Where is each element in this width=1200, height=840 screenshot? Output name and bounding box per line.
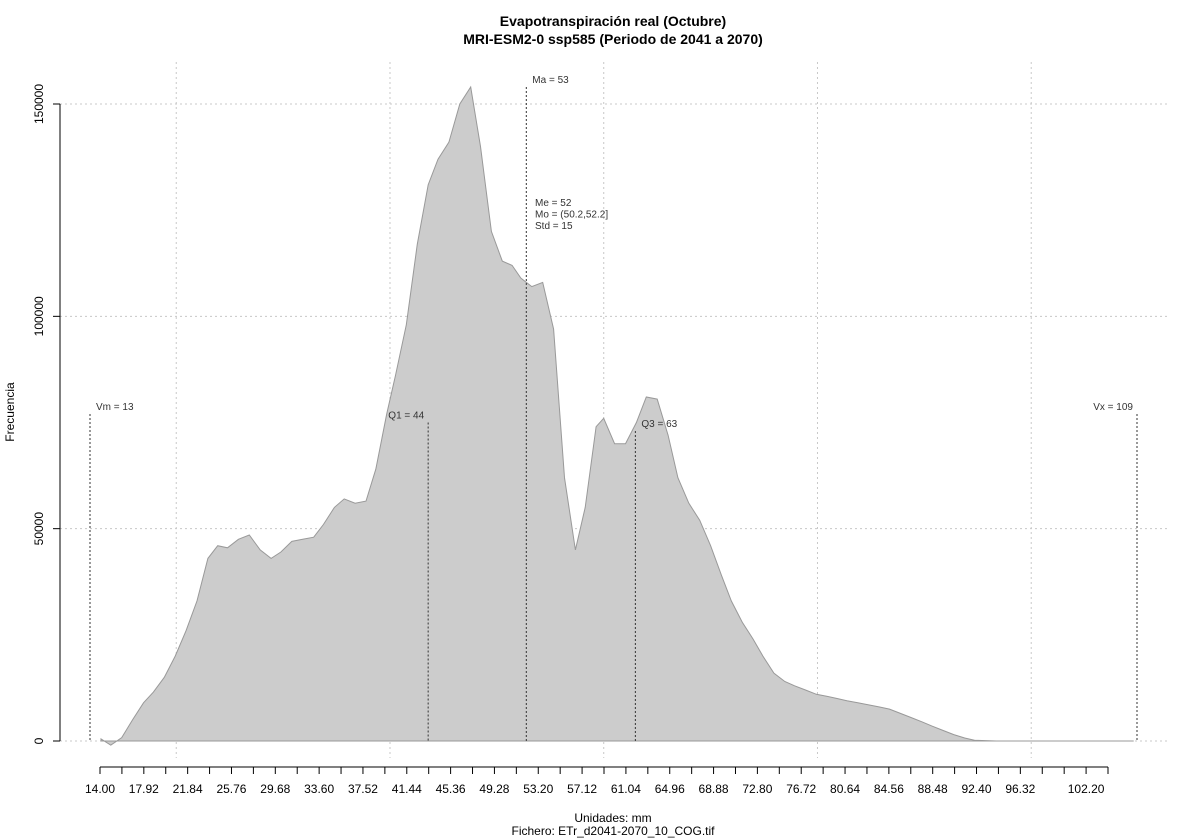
frequency-area bbox=[100, 85, 1134, 746]
statistic-markers: Vm = 13 Q1 = 44 Ma = 53 Q3 = 63 Vx = 109 bbox=[89, 75, 1138, 741]
marker-label-3: Q3 = 63 bbox=[641, 419, 677, 430]
stat-line-2: Std = 15 bbox=[535, 221, 573, 232]
x-axis: 14.00 17.92 21.84 25.76 29.68 33.60 37.52 41.44… bbox=[85, 766, 1109, 796]
x-tick-label-22: 102.20 bbox=[1068, 782, 1105, 796]
x-tick-label-1: 17.92 bbox=[129, 782, 159, 796]
x-tick-label-11: 57.12 bbox=[567, 782, 597, 796]
x-tick-label-13: 64.96 bbox=[655, 782, 685, 796]
marker-label-4: Vx = 109 bbox=[1093, 402, 1133, 413]
y-tick-label-2: 100000 bbox=[32, 296, 46, 336]
x-tick-label-4: 29.68 bbox=[260, 782, 290, 796]
x-tick-label-9: 49.28 bbox=[479, 782, 509, 796]
x-tick-label-17: 80.64 bbox=[830, 782, 860, 796]
marker-label-0: Vm = 13 bbox=[96, 402, 134, 413]
x-tick-label-7: 41.44 bbox=[392, 782, 422, 796]
y-tick-label-1: 50000 bbox=[32, 512, 46, 546]
y-axis: 0 50000 100000 150000 bbox=[32, 84, 61, 744]
marker-label-1: Q1 = 44 bbox=[388, 410, 424, 421]
y-tick-label-0: 0 bbox=[32, 737, 46, 744]
x-tick-label-2: 21.84 bbox=[173, 782, 203, 796]
stat-line-1: Mo = (50.2,52.2] bbox=[535, 209, 608, 220]
x-tick-label-0: 14.00 bbox=[85, 782, 115, 796]
x-tick-label-20: 92.40 bbox=[962, 782, 992, 796]
chart-title: Evapotranspiración real (Octubre) bbox=[500, 13, 726, 29]
x-tick-label-18: 84.56 bbox=[874, 782, 904, 796]
x-tick-label-21: 96.32 bbox=[1005, 782, 1035, 796]
x-axis-label: Unidades: mm bbox=[574, 811, 651, 825]
x-tick-label-14: 68.88 bbox=[699, 782, 729, 796]
x-tick-label-6: 37.52 bbox=[348, 782, 378, 796]
x-tick-label-10: 53.20 bbox=[523, 782, 553, 796]
stat-line-0: Me = 52 bbox=[535, 198, 572, 209]
x-tick-label-8: 45.36 bbox=[436, 782, 466, 796]
file-name-footer: Fichero: ETr_d2041-2070_10_COG.tif bbox=[512, 824, 716, 838]
chart-subtitle: MRI-ESM2-0 ssp585 (Periodo de 2041 a 207… bbox=[463, 31, 763, 47]
x-tick-label-16: 76.72 bbox=[786, 782, 816, 796]
marker-label-2: Ma = 53 bbox=[532, 75, 569, 86]
x-tick-label-12: 61.04 bbox=[611, 782, 641, 796]
y-tick-label-3: 150000 bbox=[32, 84, 46, 124]
x-tick-label-3: 25.76 bbox=[216, 782, 246, 796]
x-tick-label-19: 88.48 bbox=[918, 782, 948, 796]
y-axis-label: Frecuencia bbox=[3, 382, 17, 442]
x-tick-label-15: 72.80 bbox=[742, 782, 772, 796]
x-tick-label-5: 33.60 bbox=[304, 782, 334, 796]
